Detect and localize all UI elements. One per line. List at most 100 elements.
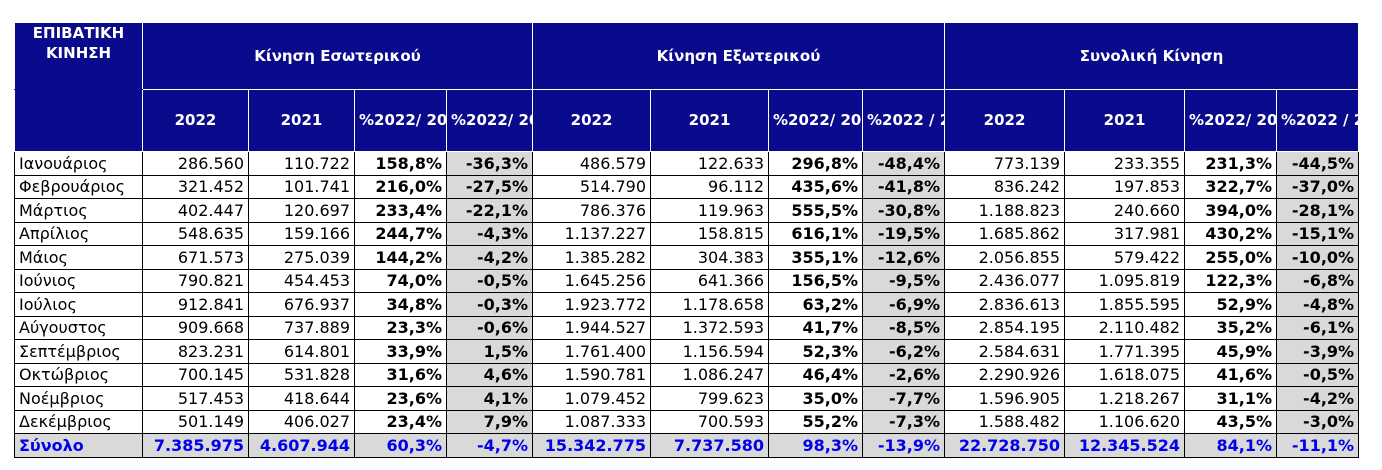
value-cell: -44,5%	[1276, 151, 1360, 176]
value-cell: 1.588.482	[944, 409, 1066, 434]
value-cell: 430,2%	[1184, 221, 1278, 246]
value-cell: 1.156.594	[650, 339, 770, 364]
value-cell: 1.095.819	[1064, 268, 1186, 293]
value-cell: 616,1%	[768, 221, 864, 246]
value-cell: 4,6%	[445, 362, 534, 387]
value-cell: -8,5%	[862, 315, 946, 340]
value-cell: 418.644	[248, 386, 355, 411]
corner-header: ΕΠΙΒΑΤΙΚΗ ΚΙΝΗΣΗ	[14, 22, 143, 90]
value-cell: 23,6%	[354, 386, 447, 411]
value-cell: 2.290.926	[944, 362, 1066, 387]
value-cell: -6,9%	[862, 292, 946, 317]
value-cell: 46,4%	[768, 362, 864, 387]
value-cell: -4,3%	[445, 221, 534, 246]
value-cell: 233,4%	[354, 198, 447, 223]
subheader-cell: %2022/ 2021	[1184, 89, 1278, 152]
table-row: Μάρτιος 402.447 120.697 233,4% -22,1% 786.376…	[14, 198, 1360, 223]
value-cell: 1.087.333	[532, 409, 652, 434]
value-cell: 641.366	[650, 268, 770, 293]
value-cell: 836.242	[944, 174, 1066, 199]
value-cell: -15,1%	[1276, 221, 1360, 246]
value-cell: 240.660	[1064, 198, 1186, 223]
value-cell: 454.453	[248, 268, 355, 293]
corner-header-blank	[14, 89, 143, 152]
subheader-cell: %2022/ 2021	[768, 89, 864, 152]
value-cell: 35,2%	[1184, 315, 1278, 340]
value-cell: -3,9%	[1276, 339, 1360, 364]
value-cell: 1.771.395	[1064, 339, 1186, 364]
value-cell: 1.137.227	[532, 221, 652, 246]
group-header-domestic: Κίνηση Εσωτερικού	[141, 22, 534, 90]
month-cell: Φεβρουάριος	[14, 174, 143, 199]
subheader-cell: 2022	[532, 89, 652, 152]
month-cell: Απρίλιος	[14, 221, 143, 246]
value-cell: -0,6%	[445, 315, 534, 340]
value-cell: 158.815	[650, 221, 770, 246]
table-row: Ιούνιος 790.821 454.453 74,0% -0,5% 1.645.256…	[14, 268, 1360, 293]
value-cell: -22,1%	[445, 198, 534, 223]
subheader-cell: %2022/ 2021	[354, 89, 447, 152]
group-header-international: Κίνηση Εξωτερικού	[532, 22, 946, 90]
value-cell: 216,0%	[354, 174, 447, 199]
value-cell: 676.937	[248, 292, 355, 317]
value-cell: -3,0%	[1276, 409, 1360, 434]
month-cell: Ιούνιος	[14, 268, 143, 293]
value-cell: 23,4%	[354, 409, 447, 434]
value-cell: 122,3%	[1184, 268, 1278, 293]
value-cell: 1.685.862	[944, 221, 1066, 246]
subheader-cell: %2022 / 2019	[1276, 89, 1360, 152]
value-cell: 406.027	[248, 409, 355, 434]
table-row: Νοέμβριος 517.453 418.644 23,6% 4,1% 1.079.45…	[14, 386, 1360, 411]
value-cell: 2.854.195	[944, 315, 1066, 340]
subheader-cell: 2021	[650, 89, 770, 152]
value-cell: 1.218.267	[1064, 386, 1186, 411]
value-cell: 912.841	[142, 292, 249, 317]
total-cell: -11,1%	[1276, 433, 1360, 458]
value-cell: 799.623	[650, 386, 770, 411]
table-row: Απρίλιος 548.635 159.166 244,7% -4,3% 1.137.2…	[14, 221, 1360, 246]
value-cell: 909.668	[142, 315, 249, 340]
value-cell: 158,8%	[354, 151, 447, 176]
value-cell: 233.355	[1064, 151, 1186, 176]
value-cell: 122.633	[650, 151, 770, 176]
value-cell: 737.889	[248, 315, 355, 340]
value-cell: 23,3%	[354, 315, 447, 340]
value-cell: 501.149	[142, 409, 249, 434]
table-row: Ιανουάριος 286.560 110.722 158,8% -36,3% 486.…	[14, 151, 1360, 176]
value-cell: 786.376	[532, 198, 652, 223]
value-cell: -48,4%	[862, 151, 946, 176]
table-row: Αύγουστος 909.668 737.889 23,3% -0,6% 1.944.5…	[14, 315, 1360, 340]
total-cell: 84,1%	[1184, 433, 1278, 458]
total-cell: -13,9%	[862, 433, 946, 458]
value-cell: 614.801	[248, 339, 355, 364]
value-cell: 700.593	[650, 409, 770, 434]
subheader-cell: 2022	[142, 89, 249, 152]
total-cell: 4.607.944	[248, 433, 355, 458]
value-cell: 35,0%	[768, 386, 864, 411]
value-cell: 514.790	[532, 174, 652, 199]
value-cell: 45,9%	[1184, 339, 1278, 364]
value-cell: -9,5%	[862, 268, 946, 293]
value-cell: 1.106.620	[1064, 409, 1186, 434]
value-cell: 671.573	[142, 245, 249, 270]
month-cell: Ιούλιος	[14, 292, 143, 317]
value-cell: 2.836.613	[944, 292, 1066, 317]
value-cell: 2.056.855	[944, 245, 1066, 270]
value-cell: 255,0%	[1184, 245, 1278, 270]
value-cell: 52,3%	[768, 339, 864, 364]
value-cell: -28,1%	[1276, 198, 1360, 223]
month-cell: Νοέμβριος	[14, 386, 143, 411]
value-cell: 1.645.256	[532, 268, 652, 293]
total-cell: 7.385.975	[142, 433, 249, 458]
value-cell: 52,9%	[1184, 292, 1278, 317]
value-cell: 304.383	[650, 245, 770, 270]
subheader-cell: 2021	[248, 89, 355, 152]
value-cell: 823.231	[142, 339, 249, 364]
total-cell: 15.342.775	[532, 433, 652, 458]
value-cell: 773.139	[944, 151, 1066, 176]
value-cell: -10,0%	[1276, 245, 1360, 270]
value-cell: 486.579	[532, 151, 652, 176]
total-cell: 12.345.524	[1064, 433, 1186, 458]
value-cell: 555,5%	[768, 198, 864, 223]
value-cell: -37,0%	[1276, 174, 1360, 199]
